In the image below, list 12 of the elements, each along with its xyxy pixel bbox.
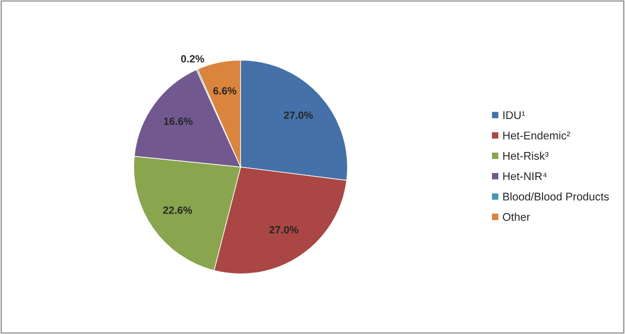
data-label: 22.6% (163, 206, 192, 214)
data-label: 16.6% (164, 118, 193, 125)
data-label: 0.2% (181, 55, 204, 62)
data-label: 27.0% (269, 226, 298, 234)
legend-label: IDU¹ (503, 111, 525, 120)
data-label: 27.0% (284, 112, 313, 119)
legend-label: Het-NIR⁴ (503, 172, 547, 180)
legend-label: Other (502, 212, 530, 221)
legend-label: Het-Endemic² (503, 131, 570, 140)
data-label: 6.6% (213, 87, 236, 94)
legend-label: Blood/Blood Products (503, 192, 609, 201)
legend-label: Het-Risk³ (503, 152, 548, 160)
